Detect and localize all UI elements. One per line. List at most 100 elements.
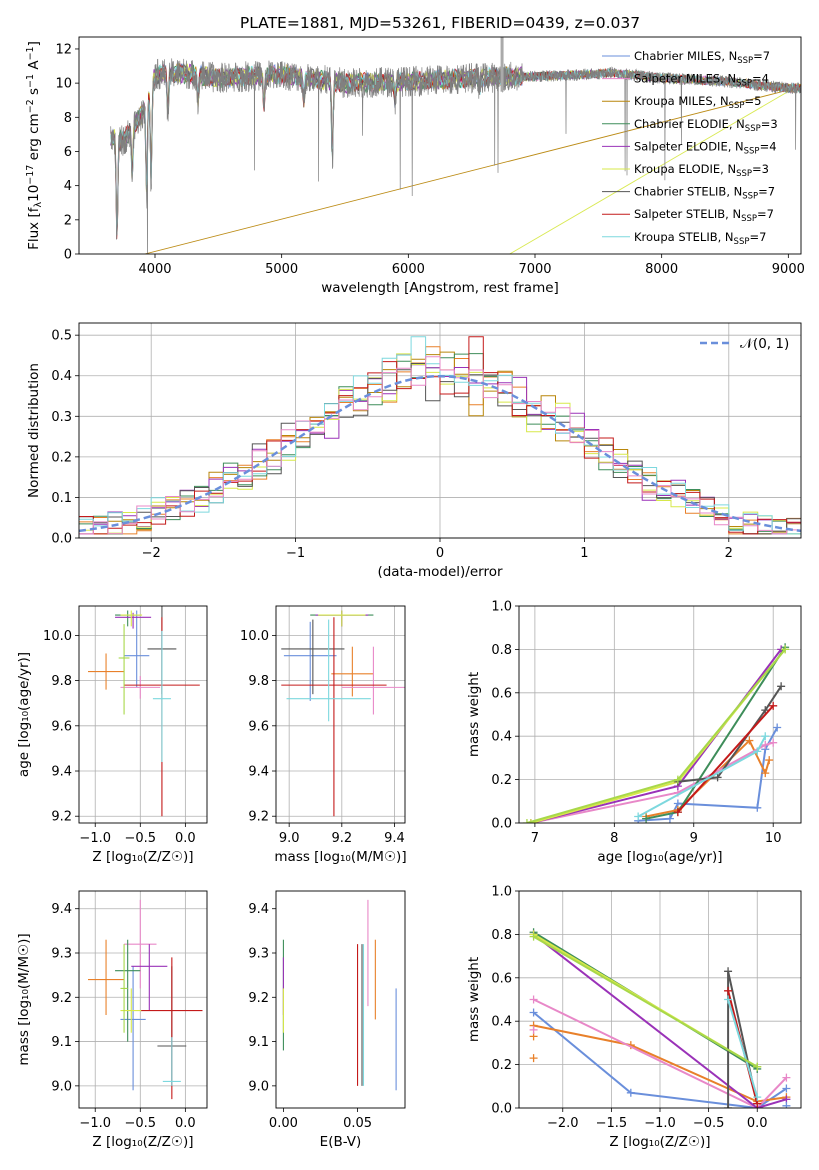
legend-entry-tail: =7: [753, 49, 770, 63]
mass-vs-ebv-xtick-label: 0.00: [269, 1116, 298, 1131]
legend-entry-name: Chabrier ELODIE, N: [634, 117, 745, 131]
weight-vs-Z-xtick-label: −1.0: [644, 1116, 676, 1131]
spectrum-title: PLATE=1881, MJD=53261, FIBERID=0439, z=0…: [240, 14, 640, 32]
spectrum-ytick-label: 8: [64, 111, 72, 126]
weight-vs-Z-point-marker: [724, 967, 733, 976]
weight-vs-age-point-marker: [761, 706, 770, 715]
spectrum-xtick-label: 9000: [772, 262, 805, 277]
spectrum-ylabel-part: A: [26, 60, 42, 74]
weight-vs-age-point-marker: [526, 819, 535, 823]
mass-vs-ebv-plot-area: [282, 899, 397, 1091]
legend-entry-name: Kroupa STELIB, N: [634, 230, 734, 244]
legend-entry-sub: SSP: [736, 79, 752, 89]
spectrum-ylabel-part: −17: [25, 165, 36, 185]
residuals-ytick-label: 0.3: [51, 410, 72, 425]
weight-vs-age-point-marker: [761, 769, 770, 778]
legend-entry: Salpeter MILES, NSSP=4: [634, 72, 769, 89]
age-vs-Z-ytick-label: 9.8: [51, 674, 72, 689]
spectrum-xtick-label: 4000: [138, 262, 171, 277]
legend-entry-sub: SSP: [737, 56, 753, 66]
age-vs-Z-frame: [78, 605, 208, 824]
weight-vs-Z-xtick-label: −1.5: [596, 1116, 628, 1131]
weight-vs-Z-point-marker: [782, 1073, 791, 1082]
legend-entry-sub: SSP: [736, 169, 752, 179]
age-vs-mass-ytick-label: 9.8: [248, 674, 269, 689]
spectrum-ylabel-part: erg cm: [26, 113, 42, 164]
spectrum-xtick-label: 7000: [518, 262, 551, 277]
weight-vs-Z-ytick-label: 0.4: [491, 1015, 512, 1030]
weight-vs-Z-ylabel: mass weight: [466, 957, 482, 1042]
residuals-xtick-label: 2: [725, 546, 733, 561]
residuals-histogram: [79, 356, 801, 535]
weight-vs-Z-xtick-label: −2.0: [547, 1116, 579, 1131]
residuals-ylabel: Normed distribution: [26, 363, 42, 498]
spectrum-ytick-label: 10: [55, 77, 72, 92]
legend-entry-name: Salpeter ELODIE, N: [634, 139, 744, 153]
legend-entry-sub: SSP: [745, 124, 761, 134]
spectrum-xtick-label: 5000: [265, 262, 298, 277]
spectrum-ylabel-part: −2: [25, 99, 36, 113]
legend-entry-name: Chabrier STELIB, N: [634, 185, 742, 199]
mass-vs-Z-panel: −1.0 −0.5 0.0 9.0 9.1 9.2 9.3 9.4 Z [log₁₀(Z/Z☉)…: [16, 890, 208, 1150]
age-vs-Z-ytick-label: 9.2: [51, 810, 72, 825]
weight-vs-age-series-line: [677, 705, 774, 813]
weight-vs-Z-xtick-label: −0.5: [693, 1116, 725, 1131]
legend-entry: Kroupa STELIB, NSSP=7: [634, 230, 766, 247]
legend-entry: Chabrier ELODIE, NSSP=3: [634, 117, 778, 134]
residuals-legend-label: 𝒩(0, 1): [740, 336, 789, 352]
age-vs-mass-frame: [275, 605, 406, 824]
mass-vs-ebv-ytick-label: 9.4: [248, 902, 269, 917]
age-vs-Z-ylabel: age [log₁₀(age/yr)]: [16, 652, 32, 777]
mass-vs-Z-xtick-label: −0.5: [125, 1116, 157, 1131]
spectrum-ytick-label: 12: [55, 42, 72, 57]
weight-vs-age-ytick-label: 0.0: [491, 817, 512, 832]
residuals-ytick-label: 0.1: [51, 491, 72, 506]
weight-vs-age-series-line: [677, 685, 782, 783]
spectrum-model-line: [110, 62, 801, 254]
weight-vs-age-ylabel: mass weight: [466, 672, 482, 757]
legend-entry-sub: SSP: [741, 214, 757, 224]
age-vs-Z-ytick-label: 9.6: [51, 719, 72, 734]
age-vs-Z-ytick-label: 9.4: [51, 765, 72, 780]
weight-vs-Z-point-marker: [529, 1025, 538, 1034]
weight-vs-age-point-marker: [673, 808, 682, 817]
weight-vs-Z-ytick-label: 1.0: [491, 885, 512, 900]
spectrum-model-line: [110, 63, 801, 254]
weight-vs-Z-xtick-label: 0.0: [747, 1116, 768, 1131]
weight-vs-age-point-marker: [761, 732, 770, 741]
weight-vs-age-point-marker: [765, 756, 774, 765]
mass-vs-ebv-ytick-label: 9.1: [248, 1035, 269, 1050]
age-vs-mass-panel: 9.0 9.2 9.4 9.2 9.4 9.6 9.8 10.0 mass [log₁₀(M/M…: [240, 605, 407, 865]
weight-vs-Z-point-marker: [529, 1008, 538, 1017]
weight-vs-Z-ytick-label: 0.8: [491, 928, 512, 943]
mass-vs-Z-frame: [78, 890, 208, 1109]
weight-vs-Z-ytick-label: 0.2: [491, 1058, 512, 1073]
weight-vs-age-point-marker: [673, 775, 682, 784]
residuals-xtick-label: −1: [286, 546, 305, 561]
legend-entry-tail: =7: [749, 230, 766, 244]
age-vs-mass-ytick-label: 9.2: [248, 810, 269, 825]
age-vs-mass-xtick-label: 9.2: [331, 831, 352, 846]
weight-vs-age-point-marker: [642, 814, 651, 823]
weight-vs-age-xtick-label: 7: [531, 831, 539, 846]
spectrum-ylabel-part: ]: [26, 41, 42, 46]
mass-vs-ebv-xtick-label: 0.05: [343, 1116, 372, 1131]
weight-vs-Z-series-line: [533, 1024, 787, 1103]
mass-vs-Z-xtick-label: 0.0: [175, 1116, 196, 1131]
mass-vs-Z-xlabel: Z [log₁₀(Z/Z☉)]: [92, 1134, 193, 1150]
spectrum-plot-area: [110, 37, 801, 254]
weight-vs-age-series-line: [530, 741, 774, 823]
weight-vs-Z-point-marker: [626, 1088, 635, 1097]
weight-vs-age-plot-area: [522, 643, 790, 823]
mass-vs-ebv-panel: 0.00 0.05 9.0 9.1 9.2 9.3 9.4 E(B-V): [248, 890, 406, 1150]
mass-vs-ebv-frame: [275, 890, 406, 1109]
residuals-xtick-label: −2: [142, 546, 161, 561]
age-vs-mass-ytick-label: 9.4: [248, 765, 269, 780]
legend-entry-tail: =5: [744, 94, 761, 108]
mass-vs-ebv-xlabel: E(B-V): [320, 1134, 362, 1150]
residuals-panel: −2 −1 0 1 2 0.0 0.1 0.2 0.3 0.4 0.5 (data-model)/er…: [26, 322, 802, 580]
age-vs-Z-ytick-label: 10.0: [43, 629, 72, 644]
weight-vs-Z-series-line: [727, 999, 759, 1098]
legend-entry: Chabrier STELIB, NSSP=7: [634, 185, 775, 202]
spectrum-panel: 4000 5000 6000 7000 8000 9000 0 2 4 6 8 10 12 wavelen…: [25, 14, 805, 296]
